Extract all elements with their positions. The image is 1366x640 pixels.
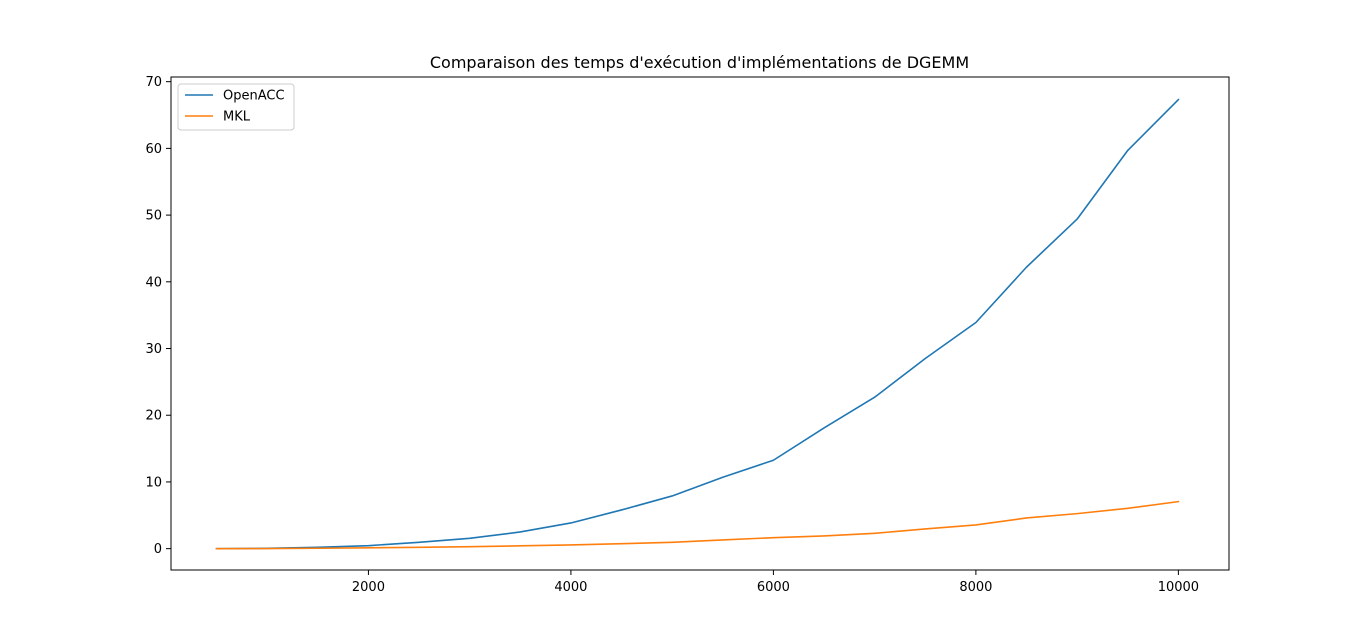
plot-frame <box>170 76 1230 571</box>
y-tick-label: 0 <box>154 542 162 557</box>
y-tick-label: 20 <box>145 409 162 424</box>
y-tick-label: 10 <box>145 475 162 490</box>
y-tick-label: 60 <box>145 142 162 157</box>
y-tick-label: 40 <box>145 275 162 290</box>
legend-label-openacc: OpenACC <box>223 89 285 104</box>
x-tick-label: 8000 <box>959 580 992 595</box>
x-tick-label: 4000 <box>554 580 587 595</box>
plot-area: 0 10 20 30 40 50 60 70 2000 4000 6000 8000 10000 Open… <box>145 75 1230 595</box>
y-tick-label: 50 <box>145 209 162 224</box>
x-tick-label: 2000 <box>352 580 385 595</box>
series-line-openacc <box>215 98 1180 550</box>
x-tick-label: 6000 <box>757 580 790 595</box>
y-tick-label: 70 <box>145 75 162 90</box>
y-tick-label: 30 <box>145 342 162 357</box>
legend-label-mkl: MKL <box>223 110 251 125</box>
x-tick-label: 10000 <box>1158 580 1199 595</box>
chart-title: Comparaison des temps d'exécution d'impl… <box>430 53 969 72</box>
series-line-mkl <box>215 500 1180 550</box>
